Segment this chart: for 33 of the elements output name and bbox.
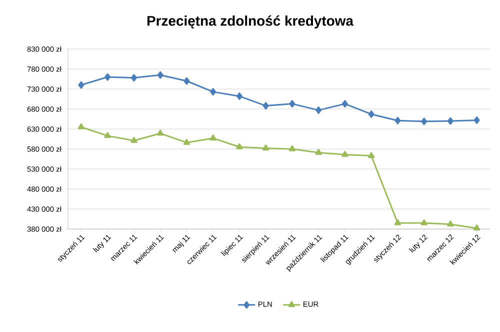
point	[157, 71, 164, 79]
point	[156, 130, 164, 136]
point	[262, 144, 270, 150]
point	[342, 150, 348, 157]
point	[473, 224, 480, 230]
point	[289, 100, 296, 108]
point	[447, 220, 454, 226]
point	[236, 143, 243, 150]
point	[130, 74, 137, 82]
point	[394, 116, 401, 124]
point	[104, 73, 111, 81]
point	[368, 110, 374, 118]
point	[447, 117, 454, 125]
chart-title: Przeciętna zdolność kredytowa	[147, 15, 354, 29]
point	[130, 136, 138, 143]
point	[262, 102, 269, 110]
point	[184, 77, 190, 85]
point	[78, 123, 85, 130]
point	[368, 152, 375, 158]
point	[210, 88, 216, 96]
point	[421, 118, 428, 126]
point	[420, 219, 428, 226]
point	[315, 148, 322, 155]
point	[316, 106, 322, 114]
point	[288, 145, 296, 152]
point	[78, 81, 84, 89]
point	[394, 219, 402, 226]
point	[104, 132, 111, 138]
point	[342, 100, 348, 108]
point	[183, 138, 190, 145]
point	[236, 92, 242, 100]
point	[474, 116, 480, 124]
point	[210, 134, 216, 140]
